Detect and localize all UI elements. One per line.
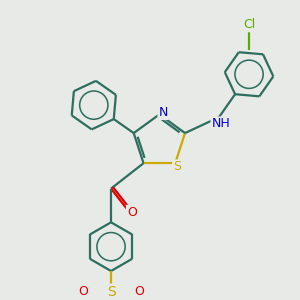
Text: S: S — [173, 160, 181, 173]
Text: Cl: Cl — [243, 18, 255, 31]
Text: N: N — [158, 106, 168, 119]
Text: S: S — [107, 285, 116, 298]
Text: O: O — [134, 285, 144, 298]
Text: NH: NH — [212, 118, 230, 130]
Text: O: O — [78, 285, 88, 298]
Text: O: O — [127, 206, 137, 219]
